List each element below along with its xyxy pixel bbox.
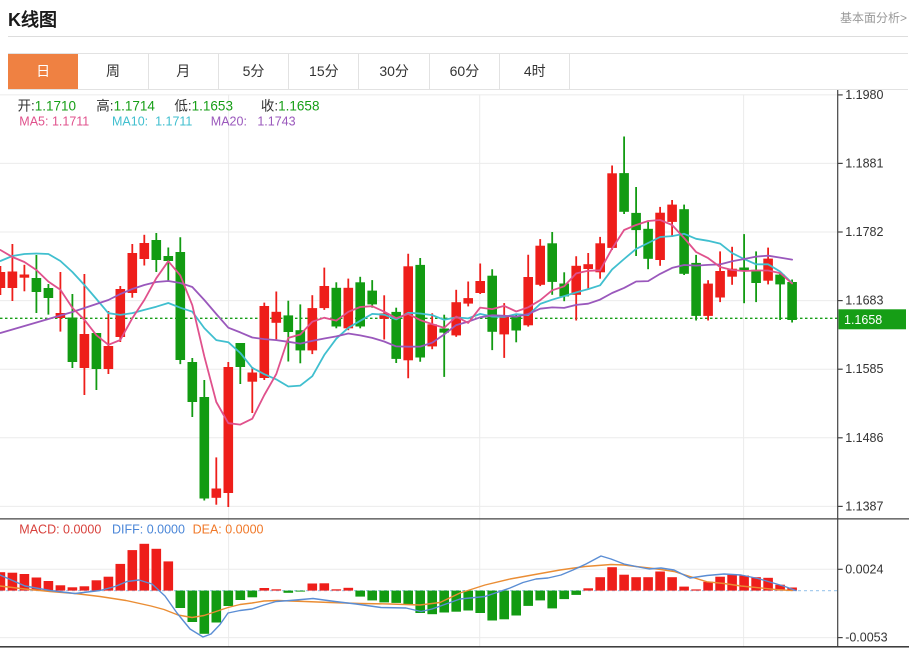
svg-text:DIFF: 0.0000: DIFF: 0.0000 — [112, 522, 185, 536]
svg-text:1.1387: 1.1387 — [845, 499, 883, 513]
svg-text:1.1658: 1.1658 — [844, 313, 882, 327]
svg-text:1.1782: 1.1782 — [845, 225, 883, 239]
svg-text:MACD: 0.0000: MACD: 0.0000 — [19, 522, 101, 536]
svg-text:0.0024: 0.0024 — [845, 562, 883, 576]
svg-text:高:1.1714: 高:1.1714 — [96, 98, 155, 114]
svg-text:DEA: 0.0000: DEA: 0.0000 — [193, 522, 264, 536]
svg-text:MA20: 1.1743: MA20: 1.1743 — [211, 115, 296, 129]
svg-text:低:1.1653: 低:1.1653 — [174, 99, 233, 114]
svg-text:收:1.1658: 收:1.1658 — [261, 99, 320, 114]
svg-text:-0.0053: -0.0053 — [845, 631, 887, 645]
svg-text:MA5: 1.1711: MA5: 1.1711 — [19, 115, 89, 129]
svg-text:开:1.1710: 开:1.1710 — [18, 99, 77, 114]
svg-text:1.1683: 1.1683 — [845, 294, 883, 308]
svg-text:MA10: 1.1711: MA10: 1.1711 — [112, 115, 192, 129]
svg-text:1.1881: 1.1881 — [845, 156, 883, 170]
svg-text:1.1980: 1.1980 — [845, 88, 883, 102]
svg-text:1.1585: 1.1585 — [845, 362, 883, 376]
svg-text:1.1486: 1.1486 — [845, 431, 883, 445]
